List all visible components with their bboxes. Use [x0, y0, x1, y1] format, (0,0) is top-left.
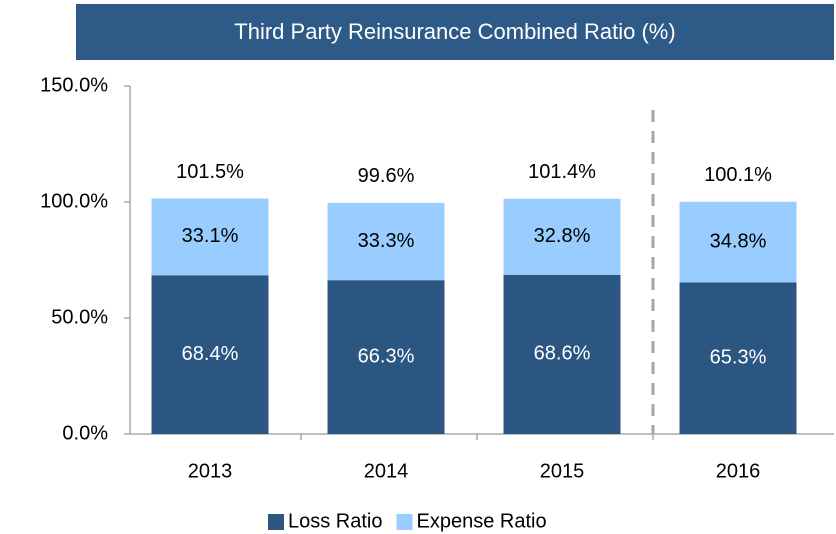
value-label: 66.3% — [358, 345, 415, 367]
total-label: 101.4% — [528, 161, 596, 183]
value-label: 68.6% — [534, 343, 591, 365]
legend-swatch — [268, 514, 284, 530]
total-label: 100.1% — [704, 164, 772, 186]
x-tick-label: 2013 — [188, 460, 233, 482]
x-tick-label: 2016 — [716, 460, 761, 482]
y-tick-label: 50.0% — [51, 306, 108, 328]
x-tick-label: 2015 — [540, 460, 585, 482]
value-label: 65.3% — [710, 347, 767, 369]
total-label: 101.5% — [176, 161, 244, 183]
value-label: 34.8% — [710, 230, 767, 252]
value-label: 68.4% — [182, 343, 239, 365]
bar-segment — [151, 275, 269, 434]
bar-segment — [151, 198, 269, 276]
bar-segment — [679, 282, 797, 434]
legend-label: Loss Ratio — [288, 510, 383, 532]
value-label: 32.8% — [534, 225, 591, 247]
y-tick-label: 0.0% — [62, 422, 108, 444]
total-label: 99.6% — [358, 165, 415, 187]
chart-title: Third Party Reinsurance Combined Ratio (… — [234, 19, 675, 44]
bar-segment — [503, 198, 621, 275]
legend-swatch — [396, 514, 413, 530]
value-label: 33.1% — [182, 225, 239, 247]
bar-segment — [503, 274, 621, 434]
x-tick-label: 2014 — [364, 460, 409, 482]
bar-segment — [679, 201, 797, 283]
bar-segment — [327, 280, 445, 434]
y-tick-label: 150.0% — [40, 74, 108, 96]
bar-segment — [327, 202, 445, 281]
y-tick-label: 100.0% — [40, 190, 108, 212]
value-label: 33.3% — [358, 230, 415, 252]
title-banner — [76, 4, 834, 60]
legend-label: Expense Ratio — [417, 510, 547, 532]
